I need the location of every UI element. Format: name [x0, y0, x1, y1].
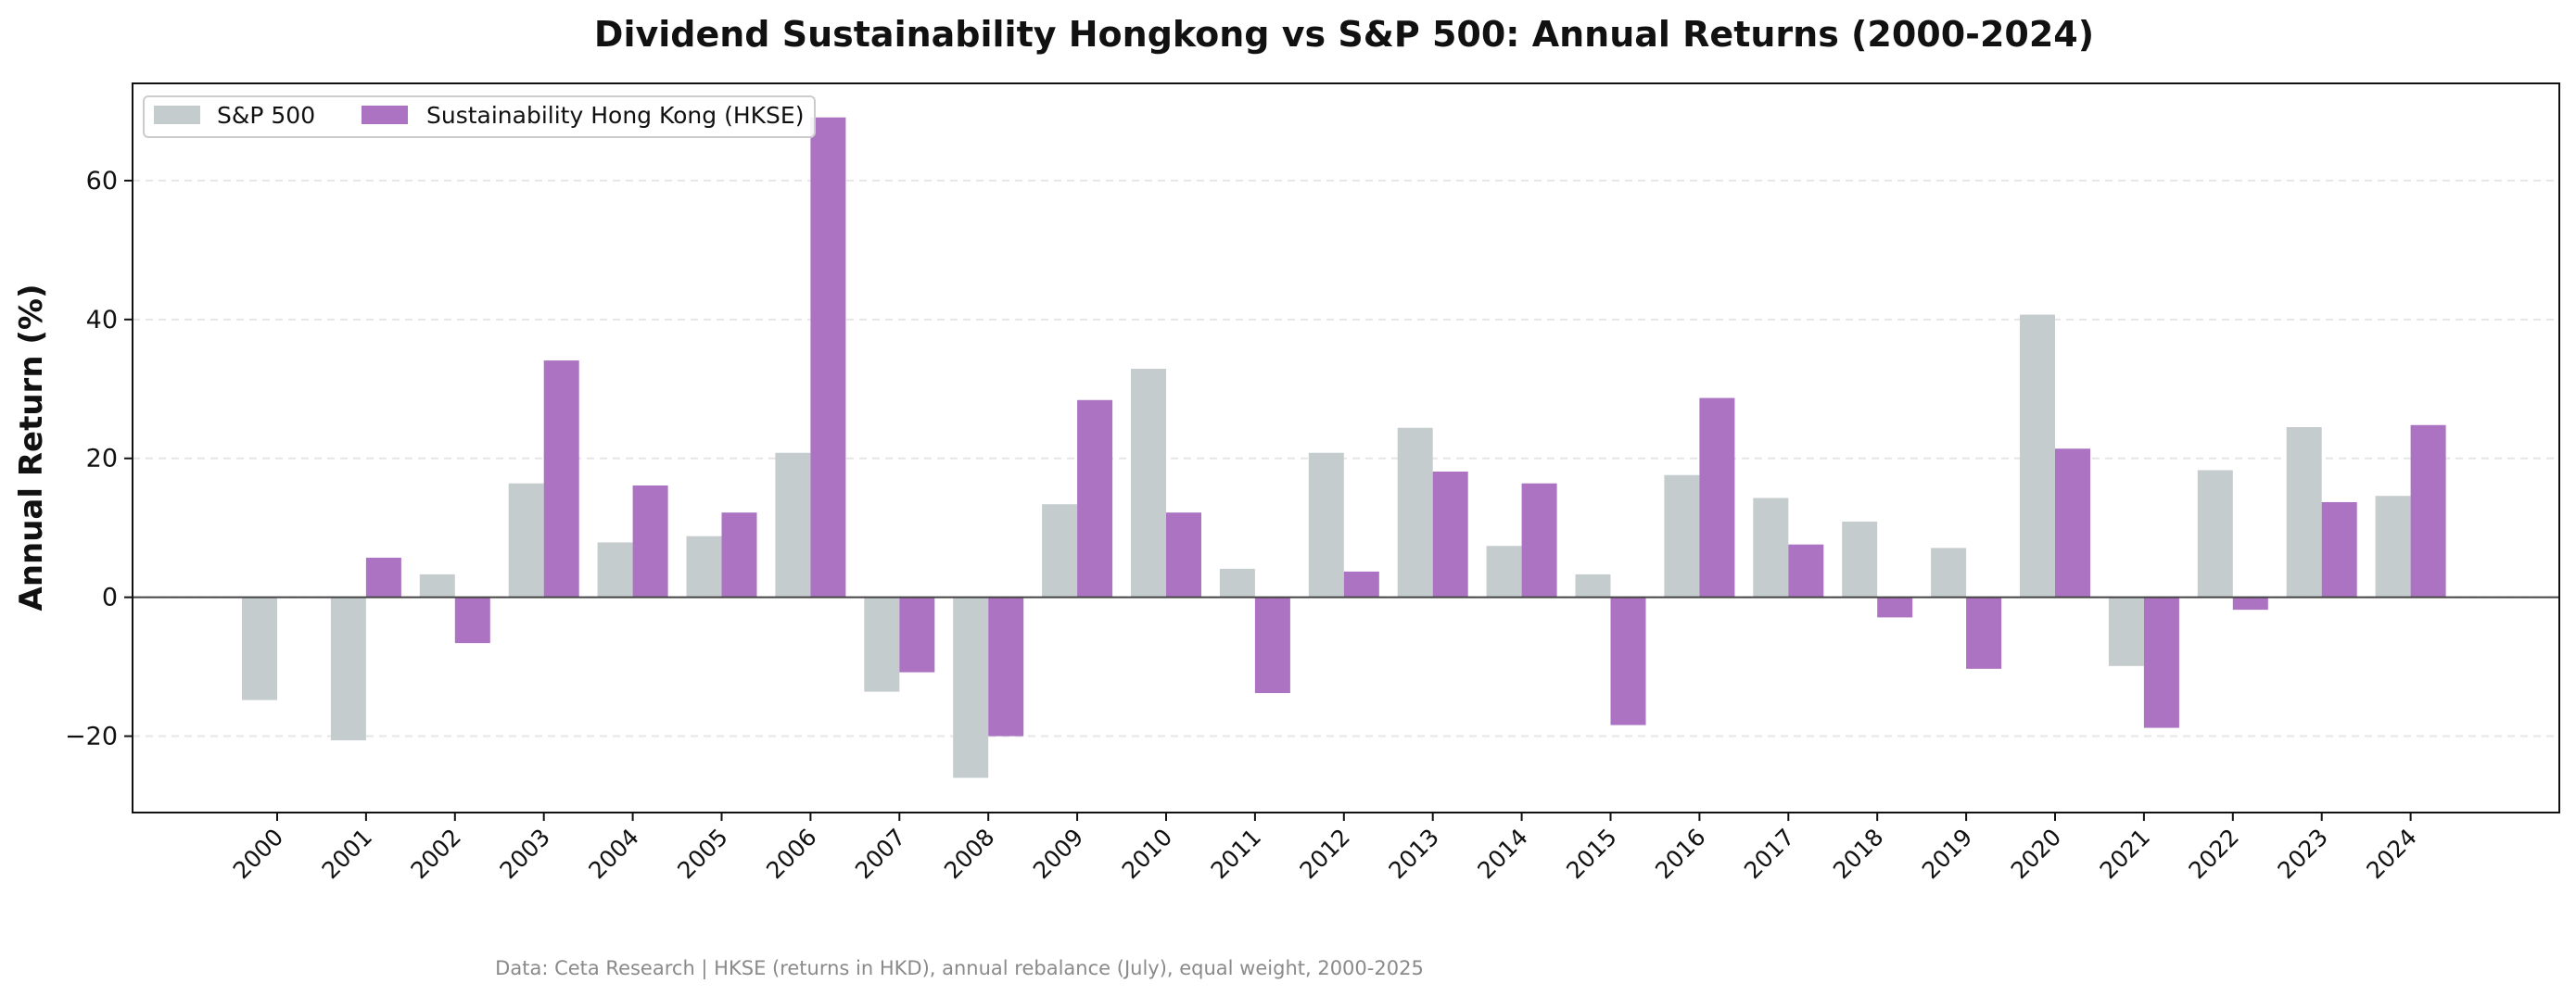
bar-sp500-2004 — [597, 542, 633, 598]
bar-hkse-2017 — [1788, 544, 1824, 598]
chart-title: Dividend Sustainability Hongkong vs S&P … — [594, 14, 2094, 55]
bar-hkse-2006 — [810, 117, 846, 598]
bar-sp500-2020 — [2020, 314, 2055, 598]
legend-label-sp500: S&P 500 — [217, 102, 315, 129]
bar-hkse-2016 — [1699, 397, 1735, 598]
bar-sp500-2023 — [2286, 427, 2322, 598]
x-tick-label: 2017 — [1739, 824, 1799, 884]
x-tick-label: 2002 — [406, 824, 466, 884]
bar-sp500-2002 — [419, 574, 455, 598]
bar-hkse-2021 — [2143, 597, 2179, 728]
bar-hkse-2011 — [1254, 597, 1290, 694]
x-tick-label: 2019 — [1917, 824, 1977, 884]
bar-hkse-2007 — [899, 597, 935, 673]
bar-hkse-2013 — [1432, 471, 1468, 598]
plot-frame — [132, 82, 2560, 813]
bar-sp500-2000 — [242, 597, 277, 700]
x-tick-label: 2006 — [761, 824, 821, 884]
bar-sp500-2008 — [953, 597, 989, 778]
bar-sp500-2019 — [1931, 548, 1967, 598]
bar-hkse-2015 — [1610, 597, 1646, 725]
legend-swatch-sp500 — [154, 106, 200, 124]
x-axis-ticks: 2000 2001 2002 2003 2004 2005 2006 2007 2008 2009… — [228, 813, 2422, 884]
bar-sp500-2017 — [1753, 498, 1789, 598]
bar-hkse-2012 — [1343, 571, 1379, 598]
bar-sp500-2022 — [2197, 470, 2233, 598]
y-axis-label: Annual Return (%) — [13, 284, 50, 611]
x-tick-label: 2021 — [2095, 824, 2155, 884]
x-tick-label: 2015 — [1561, 824, 1621, 884]
bar-sp500-2011 — [1219, 568, 1255, 598]
legend-swatch-hkse — [362, 106, 408, 124]
x-tick-label: 2012 — [1295, 824, 1355, 884]
legend-box — [143, 95, 816, 138]
bar-sp500-2013 — [1397, 427, 1433, 598]
x-tick-label: 2004 — [583, 824, 643, 884]
x-tick-label: 2014 — [1472, 824, 1532, 884]
bar-hkse-2022 — [2232, 597, 2268, 611]
x-tick-label: 2020 — [2006, 824, 2066, 884]
y-tick-label: −20 — [65, 723, 118, 751]
bar-sp500-2001 — [330, 597, 366, 741]
x-tick-label: 2008 — [939, 824, 999, 884]
y-axis-ticks: −20 0 20 40 60 — [65, 167, 133, 751]
legend: S&P 500 Sustainability Hong Kong (HKSE) — [143, 95, 816, 138]
bar-hkse-2009 — [1077, 399, 1113, 598]
x-tick-label: 2013 — [1383, 824, 1443, 884]
x-tick-label: 2001 — [317, 824, 377, 884]
x-tick-label: 2023 — [2272, 824, 2332, 884]
bar-hkse-2003 — [543, 360, 579, 598]
x-tick-label: 2009 — [1028, 824, 1088, 884]
bar-hkse-2004 — [632, 485, 668, 598]
y-tick-label: 60 — [86, 167, 118, 195]
x-tick-label: 2022 — [2184, 824, 2244, 884]
bar-sp500-2015 — [1575, 574, 1611, 598]
bar-hkse-2024 — [2410, 424, 2446, 598]
bar-sp500-2012 — [1308, 452, 1344, 598]
x-tick-label: 2005 — [672, 824, 732, 884]
bar-sp500-2007 — [864, 597, 900, 692]
bar-sp500-2021 — [2108, 597, 2144, 666]
x-tick-label: 2007 — [850, 824, 910, 884]
y-tick-label: 0 — [102, 584, 118, 612]
bar-sp500-2024 — [2375, 496, 2411, 598]
bar-hkse-2020 — [2055, 448, 2090, 598]
bar-sp500-2018 — [1842, 521, 1878, 598]
bar-hkse-2008 — [988, 597, 1024, 737]
x-tick-label: 2016 — [1650, 824, 1710, 884]
legend-label-hkse: Sustainability Hong Kong (HKSE) — [426, 102, 804, 129]
x-tick-label: 2024 — [2361, 824, 2421, 884]
bar-hkse-2023 — [2321, 501, 2357, 598]
bar-hkse-2005 — [721, 512, 757, 598]
x-tick-label: 2003 — [494, 824, 554, 884]
bar-hkse-2001 — [365, 557, 401, 598]
bar-hkse-2018 — [1877, 597, 1913, 618]
bar-sp500-2005 — [686, 536, 722, 598]
x-tick-label: 2018 — [1828, 824, 1888, 884]
bar-sp500-2014 — [1486, 546, 1522, 598]
x-tick-label: 2000 — [228, 824, 288, 884]
bar-hkse-2002 — [454, 597, 490, 644]
bar-hkse-2014 — [1521, 483, 1557, 598]
footnote: Data: Ceta Research | HKSE (returns in H… — [495, 957, 1424, 980]
bar-sp500-2009 — [1042, 504, 1078, 598]
x-tick-label: 2011 — [1206, 824, 1266, 884]
bar-sp500-2016 — [1664, 474, 1700, 598]
grid-lines — [133, 179, 2559, 738]
y-tick-label: 40 — [86, 306, 118, 334]
bar-sp500-2003 — [508, 483, 544, 598]
bars — [242, 117, 2446, 778]
bar-sp500-2006 — [775, 452, 811, 598]
bar-sp500-2010 — [1131, 369, 1166, 598]
x-tick-label: 2010 — [1117, 824, 1177, 884]
bar-hkse-2010 — [1166, 512, 1201, 598]
y-tick-label: 20 — [86, 445, 118, 473]
bar-hkse-2019 — [1966, 597, 2002, 669]
